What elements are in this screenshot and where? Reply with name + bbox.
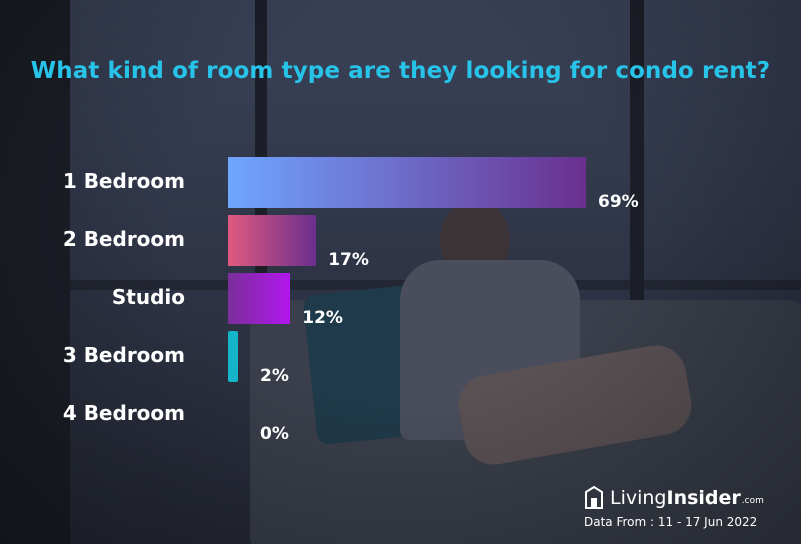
- value-label: 0%: [260, 424, 289, 444]
- category-label: 4 Bedroom: [62, 401, 185, 425]
- value-label: 17%: [328, 250, 369, 270]
- data-source-date: Data From : 11 - 17 Jun 2022: [584, 515, 758, 529]
- logo-com-text: .com: [741, 496, 764, 506]
- logo-insider-text: Insider: [666, 487, 741, 509]
- chart-title: What kind of room type are they looking …: [30, 58, 771, 84]
- value-label: 69%: [598, 192, 639, 212]
- bar: [228, 273, 291, 324]
- category-label: 3 Bedroom: [62, 343, 185, 367]
- bar: [228, 157, 586, 208]
- value-label: 12%: [302, 308, 343, 328]
- bar: [228, 215, 317, 266]
- category-label: Studio: [111, 285, 185, 309]
- category-label: 2 Bedroom: [62, 227, 185, 251]
- living-insider-logo: Living Insider .com: [584, 483, 764, 513]
- bar: [228, 331, 239, 382]
- value-label: 2%: [260, 366, 289, 386]
- category-label: 1 Bedroom: [62, 169, 185, 193]
- logo-living-text: Living: [610, 487, 667, 509]
- building-icon: [585, 486, 603, 509]
